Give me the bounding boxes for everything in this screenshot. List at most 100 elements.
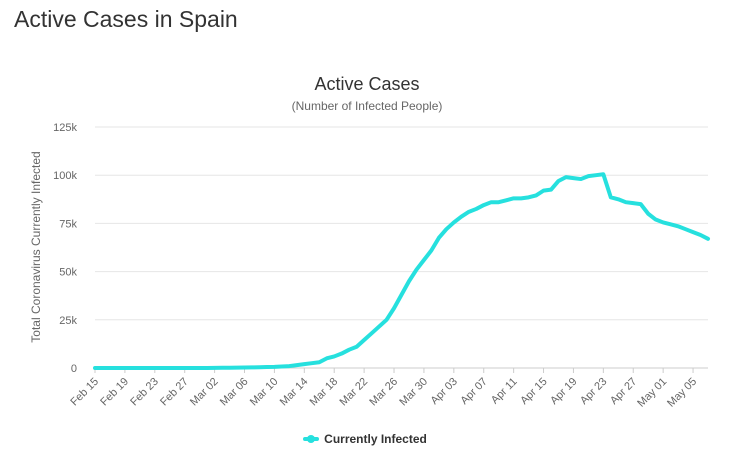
data-point[interactable] — [324, 355, 330, 361]
x-tick-label: Mar 02 — [188, 376, 221, 409]
series-layer — [92, 171, 711, 371]
data-point[interactable] — [212, 365, 218, 371]
data-point[interactable] — [428, 247, 434, 253]
data-point[interactable] — [256, 364, 262, 370]
data-point[interactable] — [698, 232, 704, 238]
data-point[interactable] — [99, 365, 105, 371]
y-tick-label: 75k — [59, 218, 77, 230]
data-point[interactable] — [660, 219, 666, 225]
x-tick-label: Feb 23 — [128, 376, 161, 409]
data-point[interactable] — [376, 324, 382, 330]
x-tick-label: Apr 03 — [429, 376, 460, 407]
data-point[interactable] — [488, 199, 494, 205]
data-point[interactable] — [279, 363, 285, 369]
data-point[interactable] — [563, 174, 569, 180]
data-point[interactable] — [189, 365, 195, 371]
data-point[interactable] — [197, 365, 203, 371]
series-line-currently-infected[interactable] — [93, 172, 710, 370]
legend: Currently Infected — [0, 430, 730, 446]
data-point[interactable] — [578, 176, 584, 182]
data-point[interactable] — [92, 365, 98, 371]
data-point[interactable] — [346, 347, 352, 353]
data-point[interactable] — [399, 292, 405, 298]
y-tick-label: 100k — [53, 170, 77, 182]
data-point[interactable] — [361, 337, 367, 343]
data-point[interactable] — [496, 199, 502, 205]
data-point[interactable] — [638, 201, 644, 207]
data-point[interactable] — [541, 188, 547, 194]
data-point[interactable] — [384, 317, 390, 323]
data-point[interactable] — [354, 344, 360, 350]
data-point[interactable] — [555, 178, 561, 184]
data-point[interactable] — [286, 363, 292, 369]
data-point[interactable] — [443, 226, 449, 232]
data-point[interactable] — [570, 175, 576, 181]
data-point[interactable] — [451, 219, 457, 225]
data-point[interactable] — [309, 360, 315, 366]
data-point[interactable] — [114, 365, 120, 371]
data-point[interactable] — [608, 194, 614, 200]
data-point[interactable] — [219, 365, 225, 371]
data-point[interactable] — [526, 194, 532, 200]
data-point[interactable] — [406, 278, 412, 284]
data-point[interactable] — [174, 365, 180, 371]
x-tick-label: Mar 10 — [248, 376, 281, 409]
data-point[interactable] — [481, 202, 487, 208]
y-tick-label: 50k — [59, 267, 77, 279]
data-point[interactable] — [331, 353, 337, 359]
data-point[interactable] — [585, 173, 591, 179]
data-point[interactable] — [339, 351, 345, 357]
data-point[interactable] — [533, 192, 539, 198]
data-point[interactable] — [144, 365, 150, 371]
data-point[interactable] — [204, 365, 210, 371]
data-point[interactable] — [466, 209, 472, 215]
x-tick-label: Mar 26 — [367, 376, 400, 409]
data-point[interactable] — [227, 365, 233, 371]
data-point[interactable] — [234, 365, 240, 371]
data-point[interactable] — [294, 362, 300, 368]
data-point[interactable] — [511, 195, 517, 201]
data-point[interactable] — [182, 365, 188, 371]
x-tick-label: May 05 — [665, 376, 699, 410]
x-tick-label: Apr 15 — [518, 376, 549, 407]
data-point[interactable] — [615, 196, 621, 202]
data-point[interactable] — [249, 364, 255, 370]
data-point[interactable] — [152, 365, 158, 371]
data-point[interactable] — [242, 365, 248, 371]
data-point[interactable] — [683, 226, 689, 232]
data-point[interactable] — [630, 200, 636, 206]
legend-line-icon — [303, 435, 320, 443]
data-point[interactable] — [600, 171, 606, 177]
data-point[interactable] — [391, 305, 397, 311]
data-point[interactable] — [593, 172, 599, 178]
data-point[interactable] — [421, 257, 427, 263]
data-point[interactable] — [705, 236, 711, 242]
data-point[interactable] — [653, 217, 659, 223]
data-point[interactable] — [122, 365, 128, 371]
data-point[interactable] — [503, 197, 509, 203]
data-point[interactable] — [301, 361, 307, 367]
data-point[interactable] — [518, 195, 524, 201]
data-point[interactable] — [413, 267, 419, 273]
data-point[interactable] — [548, 187, 554, 193]
legend-item-currently-infected[interactable]: Currently Infected — [303, 432, 427, 446]
data-point[interactable] — [129, 365, 135, 371]
data-point[interactable] — [675, 223, 681, 229]
y-tick-label: 125k — [53, 122, 77, 134]
data-point[interactable] — [458, 214, 464, 220]
data-point[interactable] — [690, 229, 696, 235]
data-point[interactable] — [137, 365, 143, 371]
data-point[interactable] — [436, 235, 442, 241]
data-point[interactable] — [473, 206, 479, 212]
data-point[interactable] — [645, 211, 651, 217]
data-point[interactable] — [668, 221, 674, 227]
data-point[interactable] — [623, 199, 629, 205]
data-point[interactable] — [316, 359, 322, 365]
data-point[interactable] — [159, 365, 165, 371]
data-point[interactable] — [107, 365, 113, 371]
data-point[interactable] — [264, 364, 270, 370]
data-point[interactable] — [167, 365, 173, 371]
data-point[interactable] — [369, 330, 375, 336]
data-point[interactable] — [271, 364, 277, 370]
